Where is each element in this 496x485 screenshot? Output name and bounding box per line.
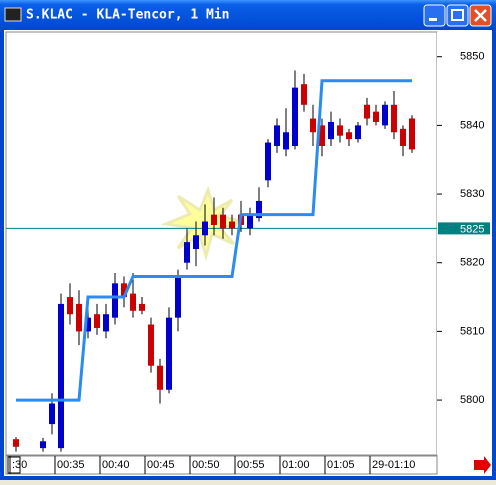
x-tick-label: 00:45 — [147, 459, 175, 471]
minimize-button[interactable] — [423, 4, 446, 27]
candle-body — [148, 324, 154, 366]
candle-body — [337, 125, 343, 136]
y-tick-label: 5830 — [460, 188, 484, 200]
candle-body — [283, 132, 289, 150]
candle-body — [211, 214, 217, 225]
candle-body — [382, 104, 388, 126]
candle-body — [391, 104, 397, 133]
scroll-box[interactable] — [7, 456, 21, 474]
time-axis — [5, 455, 438, 475]
candle-body — [373, 111, 379, 122]
candle-body — [67, 297, 73, 315]
candle-body — [139, 303, 145, 311]
candle-body — [220, 214, 226, 229]
scroll-right-arrow[interactable] — [474, 456, 491, 474]
candle-body — [247, 214, 253, 229]
x-tick-label: :30 — [12, 459, 27, 471]
candle-body — [184, 242, 190, 263]
price-label: 5825 — [460, 223, 484, 235]
window-title: S.KLAC - KLA-Tencor, 1 Min — [26, 8, 230, 23]
x-tick-label: 01:00 — [282, 459, 310, 471]
candle-body — [364, 104, 370, 119]
candle-body — [274, 125, 280, 146]
candle-body — [346, 132, 352, 140]
candle-body — [130, 293, 136, 311]
candle-body — [13, 439, 19, 447]
x-tick-label: 00:35 — [57, 459, 85, 471]
candle-body — [94, 314, 100, 328]
candle-body — [85, 317, 91, 332]
candle-body — [355, 125, 361, 140]
candle-body — [121, 283, 127, 298]
x-tick-label: 29-01:10 — [372, 459, 415, 471]
candle-body — [319, 125, 325, 146]
candle-body — [310, 118, 316, 133]
candle-body — [58, 303, 64, 449]
candle-body — [202, 221, 208, 236]
candle-body — [112, 283, 118, 318]
candle-body — [175, 276, 181, 318]
candle-body — [400, 128, 406, 146]
y-tick-label: 5820 — [460, 257, 484, 269]
candle-body — [292, 87, 298, 146]
candle-body — [256, 200, 262, 219]
candle-body — [40, 441, 46, 449]
x-tick-label: 01:05 — [327, 459, 355, 471]
indicator-line — [16, 79, 412, 402]
y-tick-label: 5810 — [460, 325, 484, 337]
price-axis — [437, 32, 490, 455]
candle-body — [76, 303, 82, 332]
plot-area — [5, 31, 438, 456]
x-tick-label: 00:40 — [102, 459, 130, 471]
candle-body — [166, 317, 172, 390]
close-button[interactable] — [469, 4, 492, 27]
y-tick-label: 5850 — [460, 51, 484, 63]
y-tick-label: 5840 — [460, 119, 484, 131]
candle-body — [409, 118, 415, 150]
candle-body — [328, 121, 334, 140]
candle-body — [265, 142, 271, 181]
title-bar — [0, 0, 496, 30]
candle-body — [49, 403, 55, 425]
candle-body — [301, 84, 307, 105]
candle-body — [103, 314, 109, 332]
x-tick-label: 00:50 — [192, 459, 220, 471]
candle-body — [157, 365, 163, 390]
price-label-box — [438, 222, 490, 235]
maximize-button[interactable] — [446, 4, 469, 27]
x-tick-label: 00:55 — [237, 459, 265, 471]
candle-body — [229, 221, 235, 229]
app-icon — [4, 7, 22, 22]
candle-body — [193, 235, 199, 249]
y-tick-label: 5800 — [460, 394, 484, 406]
